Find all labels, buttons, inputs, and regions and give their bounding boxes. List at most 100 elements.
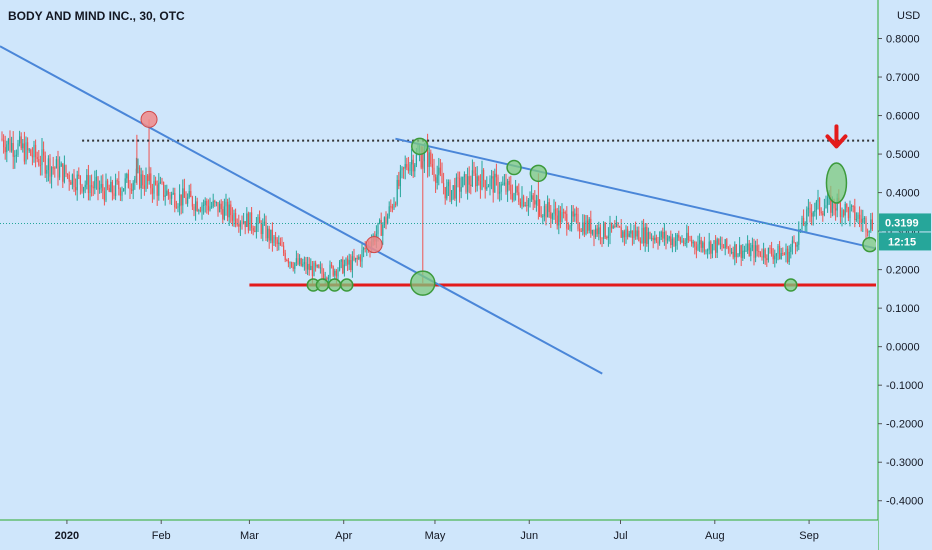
- candle-body: [855, 219, 857, 221]
- candle-body: [393, 203, 395, 209]
- candle-body: [27, 142, 29, 151]
- candle-body: [644, 226, 646, 244]
- candle-body: [868, 230, 870, 233]
- candle-body: [764, 249, 766, 259]
- candle-body: [791, 240, 793, 247]
- candle-body: [505, 182, 507, 192]
- candle-body: [383, 217, 385, 225]
- candle-body: [503, 182, 505, 185]
- candle-body: [300, 258, 302, 266]
- candle-body: [844, 203, 846, 216]
- candle-body: [612, 226, 614, 229]
- candle-body: [188, 191, 190, 198]
- candle-body: [334, 270, 336, 276]
- candle-body: [526, 205, 528, 207]
- candle-body: [31, 155, 33, 158]
- candle-body: [636, 230, 638, 237]
- candle-body: [641, 227, 643, 243]
- candle-body: [329, 264, 331, 278]
- candle-body: [268, 228, 270, 241]
- candle-body: [694, 242, 696, 247]
- candle-body: [459, 178, 461, 192]
- candle-body: [531, 195, 533, 200]
- candle-body: [164, 195, 166, 197]
- candle-body: [127, 173, 129, 189]
- candle-body: [751, 244, 753, 248]
- candle-body: [28, 149, 30, 151]
- candle-body: [297, 258, 299, 265]
- green-marker: [315, 278, 330, 292]
- candle-body: [511, 194, 513, 200]
- candle-body: [75, 187, 77, 191]
- candle-body: [36, 157, 38, 160]
- candle-body: [692, 242, 694, 244]
- time-tick-label: Apr: [335, 530, 352, 542]
- candle-body: [652, 237, 654, 241]
- candle-body: [823, 208, 825, 216]
- candle-body: [478, 176, 480, 181]
- candle-body: [47, 158, 49, 170]
- candle-body: [548, 202, 550, 213]
- green-marker: [825, 162, 848, 204]
- candle-body: [59, 166, 61, 178]
- candle-body: [52, 167, 54, 169]
- candle-body: [4, 147, 6, 153]
- candle-body: [124, 178, 126, 189]
- countdown-label: 12:15: [888, 236, 916, 248]
- candle-body: [23, 143, 25, 162]
- candle-body: [524, 205, 526, 207]
- candle-body: [305, 262, 307, 270]
- candle-body: [580, 230, 582, 232]
- candle-body: [847, 207, 849, 219]
- candle-body: [294, 262, 296, 269]
- candle-body: [19, 136, 21, 144]
- candle-body: [539, 200, 541, 216]
- trendline-1[interactable]: [0, 45, 603, 375]
- candle-body: [236, 223, 238, 225]
- candle-body: [355, 257, 357, 260]
- last-price-label: 0.3199: [885, 217, 919, 229]
- candle-body: [414, 164, 416, 172]
- candle-body: [734, 244, 736, 258]
- candle-body: [92, 186, 94, 189]
- candle-body: [683, 240, 685, 244]
- candle-body: [287, 260, 289, 264]
- time-axis[interactable]: 2020 Feb Mar Apr May Jun Jul Aug Sep: [0, 519, 878, 550]
- candle-body: [799, 229, 801, 231]
- candle-body: [670, 236, 672, 246]
- price-axis[interactable]: 0.80000.70000.60000.50000.40000.30000.20…: [876, 0, 932, 550]
- candle-body: [711, 244, 713, 254]
- candle-body: [739, 245, 741, 254]
- candle-body: [646, 226, 648, 244]
- candle-body: [411, 159, 413, 165]
- candle-body: [230, 204, 232, 216]
- candle-body: [215, 202, 217, 204]
- candle-body: [460, 187, 462, 192]
- candle-body: [73, 174, 75, 188]
- candle-body: [705, 250, 707, 252]
- candle-body: [323, 273, 325, 280]
- candle-body: [271, 229, 273, 243]
- candle-body: [623, 231, 625, 238]
- candle-body: [801, 217, 803, 230]
- candle-body: [139, 167, 141, 189]
- candle-body: [699, 240, 701, 245]
- candle-body: [12, 143, 14, 157]
- candle-body: [665, 232, 667, 241]
- candle-body: [750, 247, 752, 257]
- trendline-2[interactable]: [395, 137, 877, 250]
- price-tick-label: 0.7000: [886, 72, 920, 84]
- candle-body: [719, 243, 721, 245]
- candle-body: [553, 208, 555, 214]
- candle-body: [289, 262, 291, 264]
- candle-body: [825, 205, 827, 209]
- time-tick-label: Mar: [240, 530, 259, 542]
- candle-body: [316, 265, 318, 267]
- candle-body: [321, 267, 323, 274]
- candle-body: [38, 159, 40, 166]
- candle-body: [347, 258, 349, 265]
- candle-body: [283, 245, 285, 253]
- candle-body: [167, 190, 169, 195]
- candle-body: [39, 165, 41, 167]
